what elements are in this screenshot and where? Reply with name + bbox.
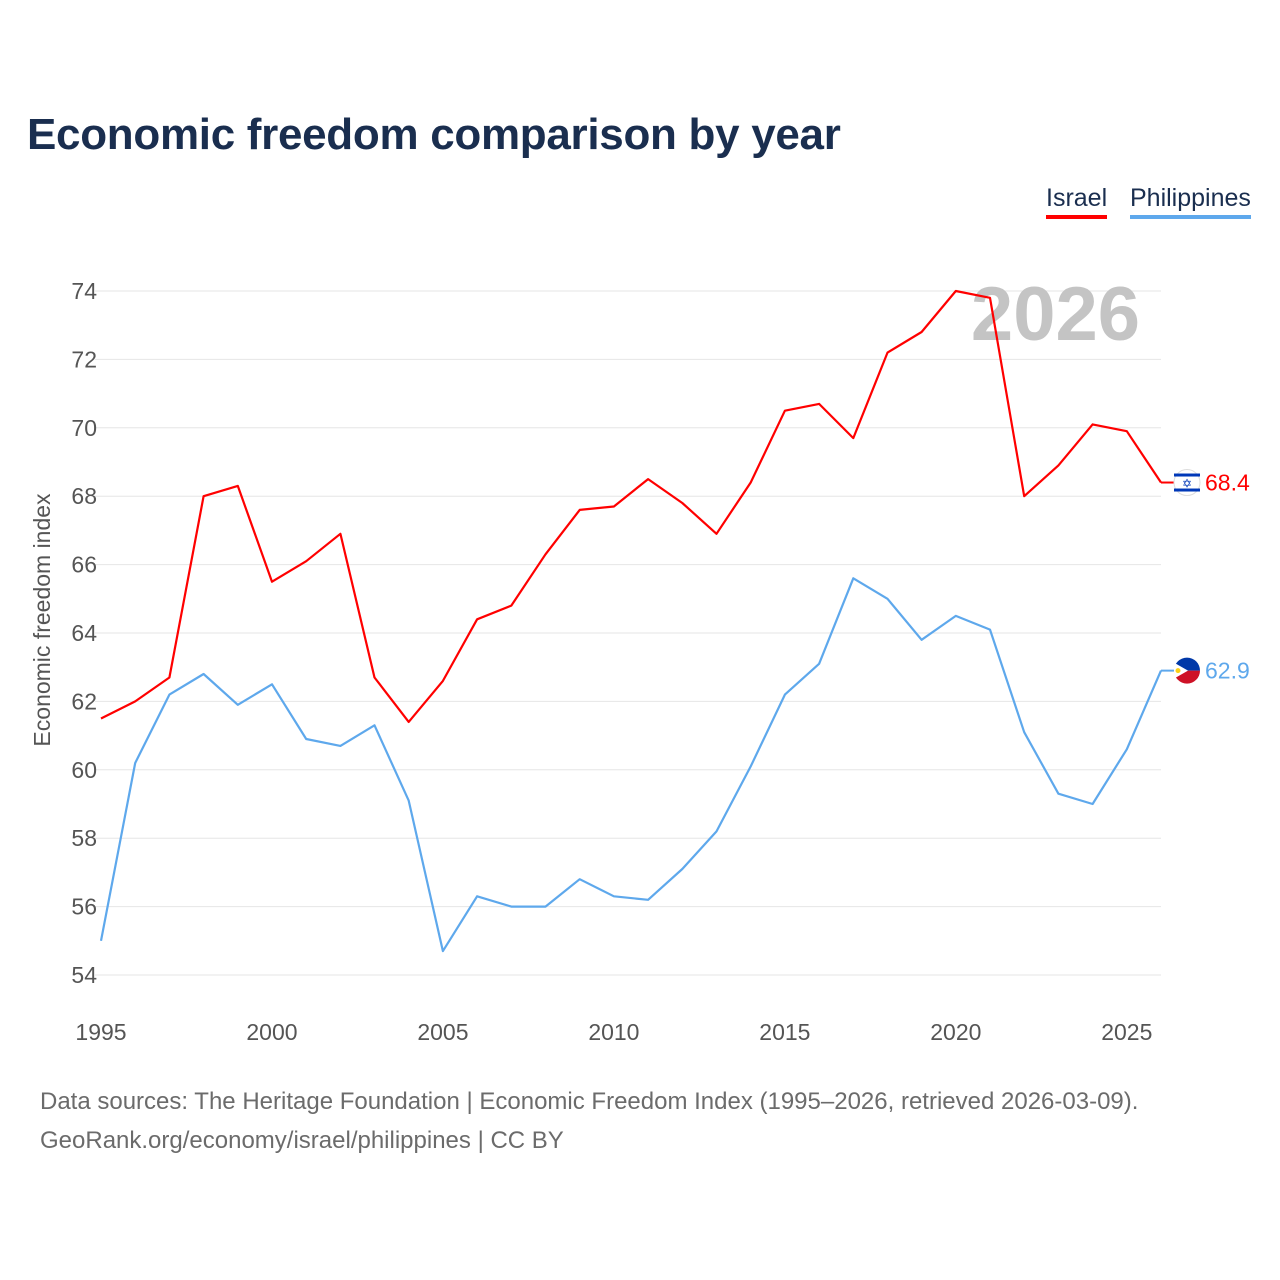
y-tick-label: 66 xyxy=(71,552,97,578)
flag-triangle xyxy=(1174,662,1188,679)
y-tick-label: 56 xyxy=(71,894,97,920)
flag-sun xyxy=(1175,668,1181,674)
y-tick-label: 68 xyxy=(71,483,97,509)
x-tick-label: 2010 xyxy=(588,1019,639,1045)
israel-flag-icon: ✡ xyxy=(1173,469,1201,497)
y-tick-label: 74 xyxy=(71,278,97,304)
flag-stripe xyxy=(1174,473,1200,477)
x-tick-label: 2000 xyxy=(246,1019,297,1045)
flag-stripe xyxy=(1174,488,1200,492)
y-tick-label: 60 xyxy=(71,757,97,783)
x-tick-label: 2025 xyxy=(1101,1019,1152,1045)
end-value-label: 62.9 xyxy=(1205,658,1250,684)
x-tick-label: 2005 xyxy=(417,1019,468,1045)
end-value-label: 68.4 xyxy=(1205,470,1250,496)
footer-sources: Data sources: The Heritage Foundation | … xyxy=(40,1088,1139,1115)
legend-philippines[interactable]: Philippines xyxy=(1130,184,1251,219)
y-tick-label: 72 xyxy=(71,346,97,372)
y-tick-label: 62 xyxy=(71,688,97,714)
year-watermark: 2026 xyxy=(971,272,1140,357)
y-tick-label: 58 xyxy=(71,825,97,851)
y-tick-label: 64 xyxy=(71,620,97,646)
x-tick-label: 2015 xyxy=(759,1019,810,1045)
y-axis-label: Economic freedom index xyxy=(29,493,55,747)
y-tick-label: 54 xyxy=(71,962,97,988)
star-of-david-icon: ✡ xyxy=(1182,477,1192,491)
chart-title: Economic freedom comparison by year xyxy=(27,110,841,159)
legend-israel[interactable]: Israel xyxy=(1046,184,1108,219)
philippines-flag-icon xyxy=(1174,657,1200,684)
series-line-philippines xyxy=(99,577,1163,953)
x-tick-label: 2020 xyxy=(930,1019,981,1045)
x-tick-label: 1995 xyxy=(75,1019,126,1045)
footer-link[interactable]: GeoRank.org/economy/israel/philippines |… xyxy=(40,1127,564,1154)
series-line-israel xyxy=(100,289,1162,724)
y-tick-label: 70 xyxy=(71,415,97,441)
